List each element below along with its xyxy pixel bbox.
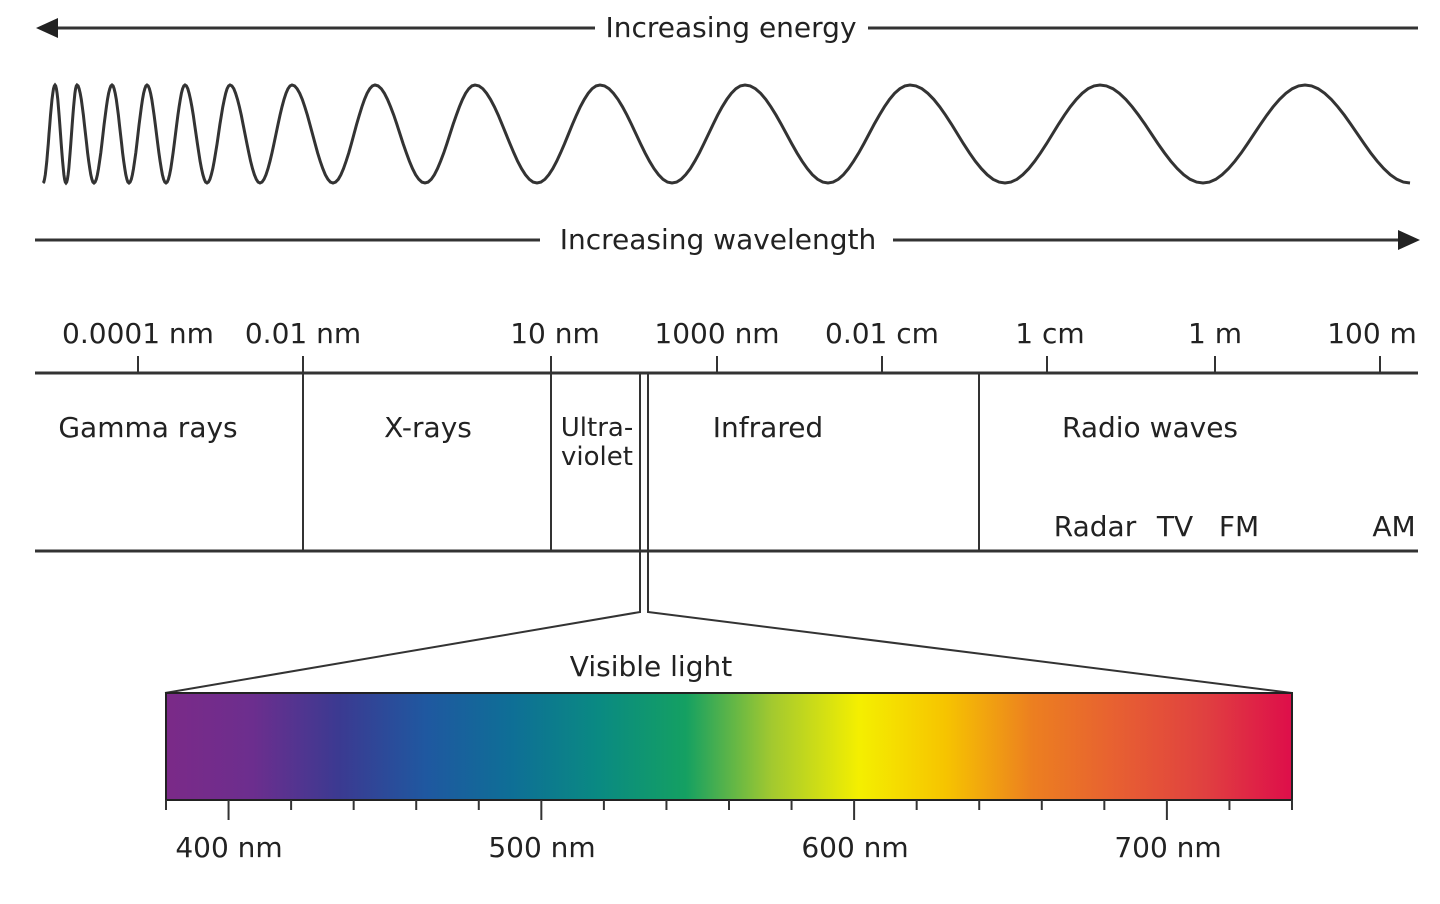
scale-label: 0.01 nm [245,317,361,350]
visible-tick-label: 400 nm [175,831,282,864]
energy-label: Increasing energy [605,11,856,44]
visible-ticks [165,800,1293,820]
radio-band-am: AM [1372,510,1415,543]
scale-label: 0.0001 nm [62,317,214,350]
wavelength-scale: 0.0001 nm 0.01 nm 10 nm 1000 nm 0.01 cm … [62,317,1417,373]
band-gamma-rays: Gamma rays [58,411,237,444]
scale-label: 1 m [1188,317,1242,350]
arrowhead-right-icon [1398,230,1420,250]
increasing-wavelength-arrow: Increasing wavelength [35,223,1420,256]
band-ultraviolet-line1: Ultra- [561,413,633,443]
visible-tick-label: 700 nm [1114,831,1221,864]
band-radio-waves: Radio waves [1062,411,1238,444]
wave-line [41,82,1411,186]
radio-band-radar: Radar [1054,510,1137,543]
band-ultraviolet-line2: violet [561,442,633,472]
scale-label: 1000 nm [654,317,779,350]
visible-spectrum-bar [165,692,1293,801]
radio-band-tv: TV [1156,510,1193,543]
increasing-energy-arrow: Increasing energy [36,11,1418,44]
scale-label: 100 m [1327,317,1417,350]
scale-label: 1 cm [1015,317,1084,350]
visible-tick-label: 600 nm [801,831,908,864]
band-infrared: Infrared [713,411,823,444]
visible-light-label: Visible light [570,650,732,683]
visible-tick-labels: 400 nm 500 nm 600 nm 700 nm [175,831,1221,864]
wavelength-label: Increasing wavelength [560,223,877,256]
visible-callout-right [647,373,1293,694]
band-x-rays: X-rays [384,411,472,444]
visible-tick-label: 500 nm [488,831,595,864]
visible-callout-left [164,373,641,694]
radio-band-fm: FM [1219,510,1259,543]
scale-label: 0.01 cm [825,317,939,350]
arrowhead-left-icon [36,18,58,38]
spectrum-bands: Gamma rays X-rays Ultra- violet Infrared… [35,371,1418,694]
scale-label: 10 nm [510,317,600,350]
